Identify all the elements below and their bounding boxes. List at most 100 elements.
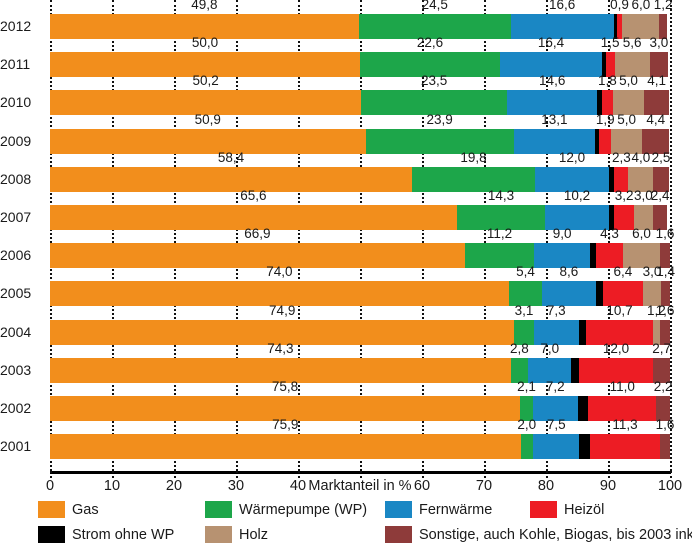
bar-segment[interactable] [50, 396, 520, 421]
bar-segment[interactable] [514, 319, 534, 345]
bar-segment[interactable] [588, 396, 657, 421]
bar-segment[interactable] [643, 90, 670, 116]
bar-segment[interactable] [510, 14, 614, 39]
bar-segment[interactable] [660, 243, 670, 269]
bar-segment[interactable] [578, 357, 654, 383]
bar-segment[interactable] [660, 319, 670, 345]
bar-segment[interactable] [50, 434, 521, 460]
stacked-bar-2005[interactable] [50, 281, 670, 307]
bar-segment[interactable] [605, 52, 615, 78]
bar-segment[interactable] [532, 434, 580, 460]
bar-segment[interactable] [50, 205, 457, 230]
bar-segment[interactable] [622, 243, 661, 269]
bar-segment[interactable] [528, 357, 572, 383]
stacked-bar-2006[interactable] [50, 243, 670, 269]
stacked-bar-2002[interactable] [50, 396, 670, 421]
bar-segment[interactable] [513, 128, 595, 154]
bar-segment[interactable] [360, 52, 501, 78]
legend-item[interactable]: Strom ohne WP [38, 525, 174, 544]
bar-segment[interactable] [534, 166, 610, 192]
bar-segment[interactable] [365, 128, 514, 154]
bar-segment[interactable] [456, 205, 546, 230]
bar-segment[interactable] [597, 90, 602, 116]
bar-segment[interactable] [533, 319, 579, 345]
stacked-bar-2001[interactable] [50, 434, 670, 460]
bar-segment[interactable] [614, 166, 629, 192]
stacked-bar-2003[interactable] [50, 357, 670, 383]
bar-segment[interactable] [652, 205, 668, 230]
legend-item[interactable]: Heizöl [530, 500, 604, 519]
bar-segment[interactable] [50, 166, 413, 192]
bar-segment[interactable] [596, 243, 623, 269]
bar-segment[interactable] [532, 396, 578, 421]
bar-segment[interactable] [412, 166, 535, 192]
bar-segment[interactable] [614, 52, 650, 78]
bar-segment[interactable] [534, 243, 590, 269]
bar-segment[interactable] [609, 166, 615, 192]
bar-segment[interactable] [50, 243, 465, 269]
bar-segment[interactable] [500, 52, 602, 78]
legend-item[interactable]: Gas [38, 500, 99, 519]
bar-segment[interactable] [595, 281, 604, 307]
bar-segment[interactable] [613, 14, 617, 39]
bar-segment[interactable] [601, 90, 613, 116]
bar-segment[interactable] [608, 205, 615, 230]
stacked-bar-2008[interactable] [50, 166, 670, 192]
bar-segment[interactable] [50, 52, 360, 78]
legend-item[interactable]: Sonstige, auch Kohle, Biogas, bis 2003 i… [385, 525, 692, 544]
bar-segment[interactable] [656, 396, 670, 421]
bar-segment[interactable] [361, 90, 507, 116]
bar-segment[interactable] [661, 281, 670, 307]
legend-item[interactable]: Holz [205, 525, 268, 544]
bar-segment[interactable] [50, 14, 359, 39]
bar-segment[interactable] [601, 52, 606, 78]
stacked-bar-2004[interactable] [50, 319, 670, 345]
bar-segment[interactable] [579, 434, 590, 460]
bar-segment[interactable] [599, 128, 612, 154]
bar-segment[interactable] [649, 52, 669, 78]
bar-segment[interactable] [508, 281, 543, 307]
bar-segment[interactable] [616, 14, 623, 39]
bar-segment[interactable] [594, 128, 600, 154]
bar-segment[interactable] [586, 319, 653, 345]
bar-segment[interactable] [542, 281, 596, 307]
bar-segment[interactable] [50, 90, 362, 116]
bar-segment[interactable] [652, 319, 661, 345]
bar-segment[interactable] [653, 357, 670, 383]
stacked-bar-2009[interactable] [50, 128, 670, 154]
bar-segment[interactable] [545, 205, 609, 230]
bar-segment[interactable] [50, 357, 511, 383]
bar-segment[interactable] [50, 281, 509, 307]
bar-segment[interactable] [628, 166, 654, 192]
bar-segment[interactable] [464, 243, 535, 269]
legend-item[interactable]: Wärmepumpe (WP) [205, 500, 367, 519]
bar-segment[interactable] [571, 357, 579, 383]
bar-segment[interactable] [577, 396, 589, 421]
bar-segment[interactable] [642, 281, 662, 307]
stacked-bar-2012[interactable] [50, 14, 670, 39]
stacked-bar-2010[interactable] [50, 90, 670, 116]
bar-segment[interactable] [590, 243, 597, 269]
bar-segment[interactable] [659, 14, 667, 39]
bar-segment[interactable] [660, 434, 670, 460]
bar-segment[interactable] [612, 90, 644, 116]
bar-segment[interactable] [603, 281, 643, 307]
bar-segment[interactable] [590, 434, 661, 460]
bar-segment[interactable] [510, 357, 529, 383]
stacked-bar-2011[interactable] [50, 52, 670, 78]
bar-segment[interactable] [614, 205, 635, 230]
bar-segment[interactable] [653, 166, 669, 192]
stacked-bar-2007[interactable] [50, 205, 670, 230]
bar-segment[interactable] [642, 128, 670, 154]
legend-item[interactable]: Fernwärme [385, 500, 492, 519]
bar-segment[interactable] [506, 90, 598, 116]
bar-segment[interactable] [634, 205, 653, 230]
bar-segment[interactable] [358, 14, 511, 39]
bar-segment[interactable] [519, 396, 533, 421]
bar-segment[interactable] [578, 319, 587, 345]
bar-segment[interactable] [622, 14, 660, 39]
bar-segment[interactable] [611, 128, 643, 154]
bar-segment[interactable] [50, 319, 515, 345]
bar-segment[interactable] [520, 434, 533, 460]
bar-segment[interactable] [50, 128, 366, 154]
